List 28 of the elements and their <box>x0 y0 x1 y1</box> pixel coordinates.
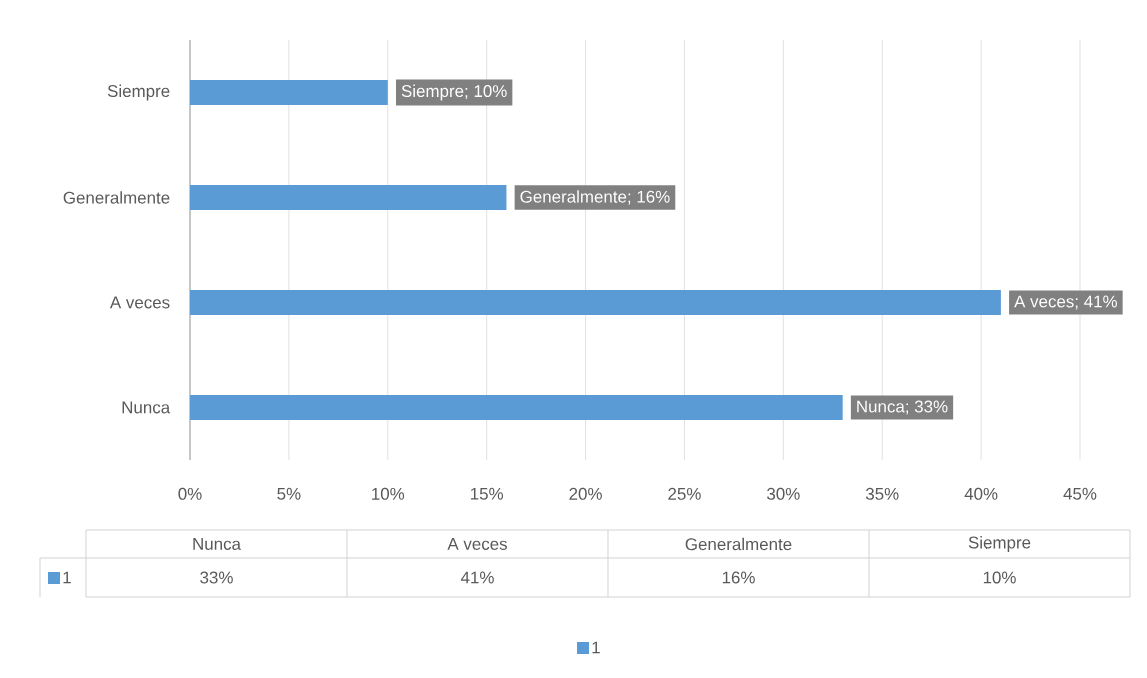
x-tick-label: 25% <box>668 487 701 500</box>
x-tick-label: 35% <box>865 487 899 500</box>
category-label: A veces <box>447 538 507 550</box>
text: 16% <box>722 571 755 584</box>
text: 33% <box>200 571 233 584</box>
text: 10% <box>983 571 1016 584</box>
x-tick-label: 20% <box>569 487 602 500</box>
x-tick-label: 0% <box>178 487 202 500</box>
text: 1 <box>592 641 600 654</box>
y-tick-label: A veces <box>109 296 170 309</box>
data-label: Siempre; 10% <box>401 84 507 101</box>
category-label: Siempre <box>968 536 1031 552</box>
x-tick-label: 45% <box>1063 487 1097 500</box>
data-label: A veces; 41% <box>1014 295 1118 310</box>
category-label: Generalmente <box>685 537 792 551</box>
text: 41% <box>460 571 494 584</box>
y-tick-label: Siempre <box>107 84 170 101</box>
legend-label: 1 <box>63 571 71 584</box>
x-tick-label: 30% <box>767 487 800 500</box>
x-tick-label: 40% <box>964 487 998 500</box>
category-label: Nunca <box>193 538 241 550</box>
x-tick-label: 15% <box>471 487 504 500</box>
y-tick-label: Generalmente <box>63 191 170 204</box>
data-label: Nunca; 33% <box>857 400 948 415</box>
x-tick-label: 10% <box>372 487 405 500</box>
x-tick-label: 5% <box>277 487 301 500</box>
y-tick-label: Nunca <box>122 401 171 414</box>
data-label: Generalmente; 16% <box>520 190 670 205</box>
